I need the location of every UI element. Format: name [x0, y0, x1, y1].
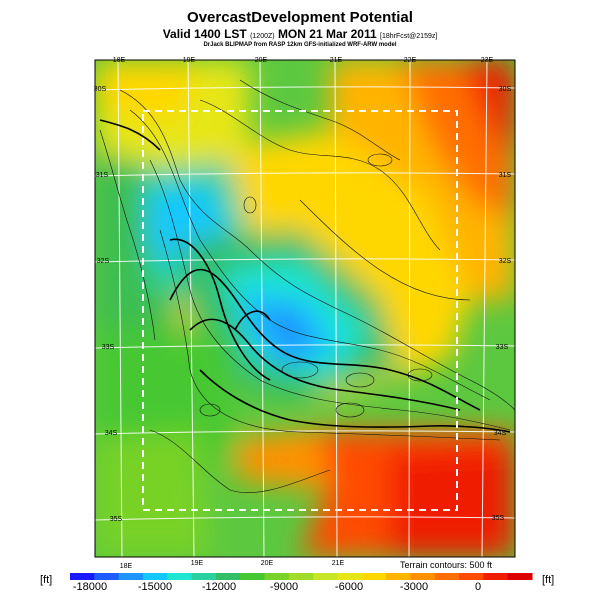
- lat-labels-right: 30S 31S 32S 33S 34S 35S: [492, 86, 512, 522]
- lon-label: 19E: [183, 57, 196, 64]
- colorbar-tick-label: -9000: [270, 581, 298, 593]
- lon-label: 23E: [481, 57, 494, 64]
- lon-label: 21E: [330, 57, 343, 64]
- colorbar-swatch: [118, 573, 144, 580]
- lon-label: 18E: [113, 57, 126, 64]
- colorbar-swatch: [459, 573, 484, 580]
- colorbar-swatch: [483, 573, 509, 580]
- model-credit: DrJack BLIPMAP from RASP 12km GFS-initia…: [203, 42, 397, 48]
- lon-label: 21E: [332, 560, 345, 567]
- lon-label: 22E: [404, 57, 417, 64]
- colorbar-tick-label: -18000: [73, 581, 107, 593]
- colorbar-swatch: [240, 573, 266, 580]
- map-frame: [94, 59, 516, 558]
- lat-label: 35S: [492, 515, 505, 522]
- valid-prefix: Valid 1400 LST: [162, 27, 247, 41]
- color-field: [95, 60, 515, 557]
- colorbar-ticks: -18000 -15000 -12000 -9000 -6000 -3000 0: [73, 581, 481, 593]
- inner-domain-boundary: [142, 110, 458, 511]
- colorbar-swatch: [191, 573, 217, 580]
- colorbar-unit-right: [ft]: [542, 574, 555, 586]
- lat-label: 34S: [105, 430, 118, 437]
- lat-label: 34S: [494, 430, 507, 437]
- colorbar: [70, 573, 533, 580]
- lat-label: 33S: [102, 344, 115, 351]
- lat-label: 30S: [94, 86, 107, 93]
- lat-label: 31S: [96, 172, 109, 179]
- valid-date: MON 21 Mar 2011: [277, 27, 377, 41]
- lon-label: 19E: [191, 560, 204, 567]
- lon-labels-top: 18E 19E 20E 21E 22E 23E: [113, 57, 494, 64]
- lat-labels-left: 30S 31S 32S 33S 34S 35S: [94, 86, 123, 523]
- lon-label: 18E: [120, 563, 133, 570]
- colorbar-swatch: [410, 573, 436, 580]
- colorbar-swatch: [142, 573, 168, 580]
- colorbar-swatch: [264, 573, 290, 580]
- colorbar-tick-label: 0: [475, 581, 481, 593]
- colorbar-swatch: [288, 573, 314, 580]
- terrain-contours: [99, 79, 515, 494]
- terrain-contour-note: Terrain contours: 500 ft: [400, 560, 493, 570]
- forecast-info: [18hrFcst@2159z]: [380, 33, 438, 40]
- colorbar-swatch: [70, 573, 95, 580]
- lon-labels-bottom: 18E 19E 20E 21E: [120, 560, 345, 570]
- lat-label: 33S: [496, 344, 509, 351]
- lat-label: 31S: [499, 172, 512, 179]
- colorbar-swatch: [313, 573, 338, 580]
- colorbar-swatch: [386, 573, 411, 580]
- colorbar-swatch: [167, 573, 193, 580]
- colorbar-tick-label: -3000: [400, 581, 428, 593]
- colorbar-swatch: [434, 573, 460, 580]
- valid-time: Valid 1400 LST (1200Z) MON 21 Mar 2011 […: [0, 27, 600, 41]
- lat-label: 30S: [499, 86, 512, 93]
- lat-label: 32S: [499, 258, 512, 265]
- colorbar-swatch: [507, 573, 533, 580]
- lon-label: 20E: [255, 57, 268, 64]
- valid-utc: (1200Z): [250, 33, 275, 40]
- lon-label: 20E: [261, 560, 274, 567]
- map-title: OvercastDevelopment Potential: [187, 9, 413, 26]
- colorbar-tick-label: -6000: [335, 581, 363, 593]
- colorbar-swatch: [337, 573, 363, 580]
- lat-label: 32S: [97, 258, 110, 265]
- lat-label: 35S: [110, 516, 123, 523]
- terrain-contours-major: [99, 119, 511, 433]
- colorbar-tick-label: -12000: [202, 581, 236, 593]
- colorbar-swatch: [215, 573, 241, 580]
- colorbar-swatch: [94, 573, 120, 580]
- colorbar-unit-left: [ft]: [40, 574, 53, 586]
- colorbar-swatch: [361, 573, 387, 580]
- colorbar-tick-label: -15000: [138, 581, 172, 593]
